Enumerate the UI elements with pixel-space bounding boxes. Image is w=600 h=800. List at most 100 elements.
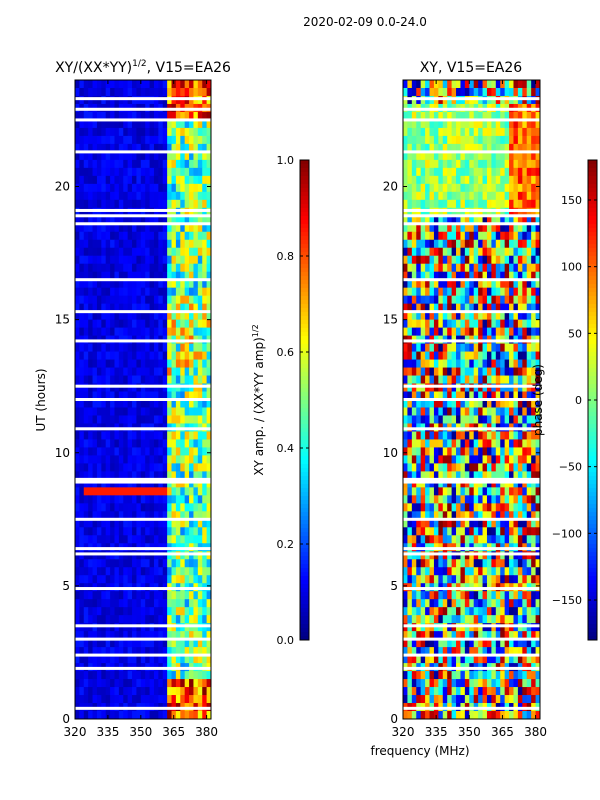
heatmap-cell <box>469 599 475 608</box>
heatmap-cell <box>184 591 190 600</box>
heatmap-cell <box>136 623 142 632</box>
heatmap-cell <box>420 119 426 129</box>
heatmap-cell <box>447 279 453 289</box>
heatmap-cell <box>403 487 408 496</box>
heatmap-cell <box>189 447 194 456</box>
colorbar-swatch <box>300 568 309 573</box>
heatmap-cell <box>118 511 124 520</box>
heatmap-cell <box>482 87 488 97</box>
heatmap-cell <box>101 599 107 608</box>
heatmap-cell <box>114 287 120 297</box>
heatmap-cell <box>535 287 541 297</box>
heatmap-cell <box>75 447 80 456</box>
heatmap-cell <box>184 175 190 185</box>
heatmap-cell <box>101 471 107 480</box>
heatmap-cell <box>447 375 453 384</box>
heatmap-cell <box>504 647 510 656</box>
heatmap-cell <box>495 191 501 201</box>
heatmap-cell <box>75 615 80 624</box>
colorbar-swatch <box>300 480 309 485</box>
heatmap-cell <box>495 183 501 193</box>
heatmap-cell <box>517 343 523 352</box>
heatmap-cell <box>123 407 129 416</box>
heatmap-cell <box>491 327 497 336</box>
heatmap-cell <box>92 383 98 392</box>
heatmap-cell <box>118 679 124 688</box>
heatmap-cell <box>522 80 528 89</box>
heatmap-cell <box>79 287 85 297</box>
heatmap-cell <box>88 367 93 376</box>
heatmap-cell <box>123 679 129 688</box>
heatmap-cell <box>88 431 93 440</box>
heatmap-cell <box>517 391 523 400</box>
heatmap-cell <box>531 343 536 352</box>
heatmap-cell <box>513 151 519 161</box>
heatmap-cell <box>425 255 430 265</box>
heatmap-cell <box>136 463 142 472</box>
heatmap-cell <box>79 559 85 568</box>
heatmap-cell <box>158 127 164 137</box>
heatmap-cell <box>114 535 120 544</box>
heatmap-cell <box>149 527 155 536</box>
heatmap-cell <box>425 447 430 456</box>
heatmap-cell <box>517 479 523 488</box>
heatmap-cell <box>136 95 142 105</box>
heatmap-cell <box>79 623 85 632</box>
heatmap-cell <box>158 455 164 464</box>
heatmap-cell <box>197 479 203 488</box>
heatmap-cell <box>438 175 444 185</box>
heatmap-cell <box>411 95 417 105</box>
heatmap-cell <box>206 511 212 520</box>
heatmap-cell <box>403 615 408 624</box>
heatmap-cell <box>420 383 426 392</box>
heatmap-cell <box>429 343 435 352</box>
heatmap-cell <box>486 271 492 281</box>
heatmap-cell <box>473 80 479 89</box>
heatmap-cell <box>451 127 457 137</box>
heatmap-cell <box>79 119 85 129</box>
heatmap-cell <box>149 215 155 225</box>
heatmap-cell <box>456 623 461 632</box>
heatmap-cell <box>118 439 124 448</box>
heatmap-cell <box>197 695 203 704</box>
heatmap-cell <box>486 575 492 584</box>
heatmap-cell <box>456 503 461 512</box>
heatmap-cell <box>96 159 102 169</box>
heatmap-cell <box>202 119 208 129</box>
colorbar-swatch <box>300 444 309 449</box>
heatmap-cell <box>517 359 523 368</box>
heatmap-cell <box>189 383 194 392</box>
heatmap-cell <box>411 143 417 153</box>
heatmap-cell <box>517 599 523 608</box>
heatmap-cell <box>202 343 208 352</box>
heatmap-cell <box>118 615 124 624</box>
heatmap-cell <box>460 415 466 424</box>
heatmap-cell <box>145 487 150 496</box>
heatmap-cell <box>403 639 408 648</box>
heatmap-cell <box>447 119 453 129</box>
heatmap-cell <box>526 167 532 177</box>
heatmap-cell <box>136 631 142 640</box>
heatmap-cell <box>451 479 457 488</box>
heatmap-cell <box>442 647 448 656</box>
heatmap-cell <box>464 607 470 616</box>
heatmap-cell <box>491 599 497 608</box>
heatmap-cell <box>145 575 150 584</box>
heatmap-cell <box>526 479 532 488</box>
heatmap-cell <box>460 391 466 400</box>
heatmap-cell <box>478 463 483 472</box>
heatmap-cell <box>447 95 453 105</box>
heatmap-cell <box>420 575 426 584</box>
heatmap-cell <box>105 279 111 289</box>
colorbar-swatch <box>300 276 309 281</box>
heatmap-cell <box>88 647 93 656</box>
heatmap-cell <box>167 231 172 241</box>
colorbar-swatch <box>300 160 309 165</box>
heatmap-cell <box>132 143 137 153</box>
heatmap-cell <box>184 303 190 313</box>
heatmap-cell <box>531 351 536 360</box>
heatmap-cell <box>149 695 155 704</box>
heatmap-cell <box>132 671 137 680</box>
heatmap-cell <box>167 439 172 448</box>
heatmap-cell <box>162 223 168 233</box>
